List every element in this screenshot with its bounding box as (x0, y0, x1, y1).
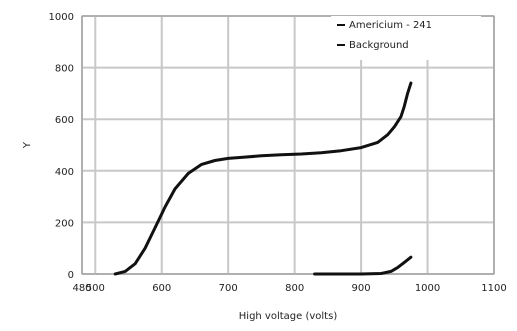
data-series (113, 81, 413, 276)
axes (81, 15, 495, 275)
y-tick-label: 200 (55, 218, 74, 229)
legend-entry: Americium - 241 (349, 20, 432, 31)
legend-entry: Background (349, 40, 409, 51)
grid-lines (81, 15, 495, 275)
x-tick-label: 480 (72, 283, 91, 294)
x-tick-label: 1100 (481, 283, 506, 294)
y-axis-label: Y (22, 141, 33, 149)
y-tick-label: 1000 (49, 12, 74, 23)
x-tick-label: 600 (152, 283, 171, 294)
plot-frame (81, 15, 495, 275)
y-tick-label: 400 (55, 167, 74, 178)
x-tick-label: 700 (219, 283, 238, 294)
y-tick-label: 0 (68, 270, 74, 281)
x-tick-label: 800 (285, 283, 304, 294)
y-tick-labels: 0 200 400 600 800 1000 (49, 12, 74, 281)
series-line-1 (113, 81, 413, 276)
legend: Americium - 241 Background (331, 16, 481, 60)
x-axis-label: High voltage (volts) (239, 311, 338, 322)
x-tick-label: 900 (352, 283, 371, 294)
y-tick-label: 600 (55, 115, 74, 126)
y-tick-label: 800 (55, 64, 74, 75)
legend-box (331, 16, 481, 60)
x-tick-label: 1000 (415, 283, 440, 294)
series-line-2 (313, 255, 413, 276)
x-tick-label: 500 (86, 283, 105, 294)
